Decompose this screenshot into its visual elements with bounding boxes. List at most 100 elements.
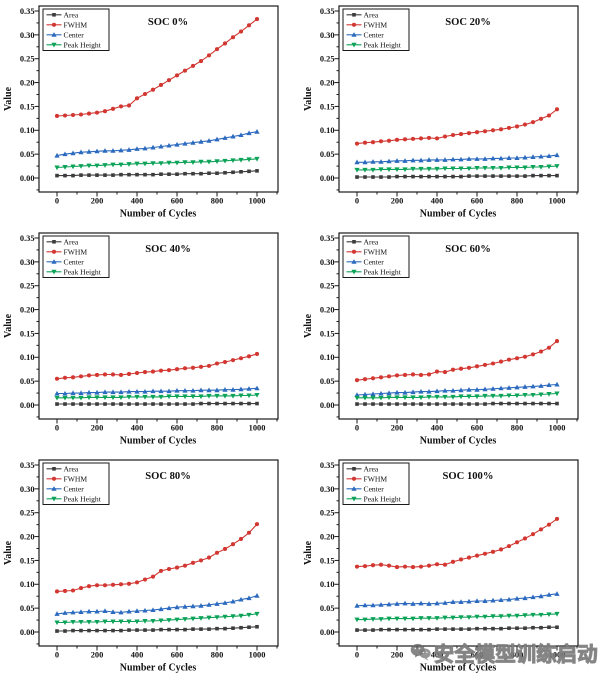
y-tick-label: 0.00 <box>20 628 35 637</box>
x-axis-label: Number of Cycles <box>420 209 497 220</box>
y-tick-label: 0.05 <box>20 377 35 386</box>
panel-title: SOC 100% <box>443 471 494 482</box>
y-tick-label: 0.10 <box>20 580 35 589</box>
y-tick-label: 0.10 <box>320 580 335 589</box>
series-peak-height-markers <box>54 156 260 171</box>
x-tick-label: 1000 <box>249 651 266 660</box>
legend-label-fwhm: FWHM <box>64 247 88 256</box>
plot-soc-80-: 0 200 400 600 800 1000 0.00 0.05 0.10 0.15 0.20 0.2… <box>3 459 279 674</box>
axes <box>34 459 279 651</box>
chart-panel-soc-60-: 0 200 400 600 800 1000 0.00 0.05 0.10 0.15 0.20 0.2… <box>300 227 600 454</box>
x-tick-label: 600 <box>171 651 184 660</box>
x-tick-label: 600 <box>171 197 184 206</box>
series-area-line <box>357 626 557 631</box>
x-tick-label: 0 <box>355 197 359 206</box>
x-tick-label: 600 <box>471 197 484 206</box>
x-tick-label: 200 <box>91 651 104 660</box>
legend-label-peak-height: Peak Height <box>64 40 102 49</box>
x-axis-label: Number of Cycles <box>120 436 197 447</box>
x-tick-label: 400 <box>431 424 444 433</box>
x-tick-label: 800 <box>511 424 524 433</box>
legend-label-peak-height: Peak Height <box>364 494 402 503</box>
legend-label-center: Center <box>364 484 385 493</box>
x-tick-label: 800 <box>211 424 224 433</box>
legend-label-peak-height: Peak Height <box>364 40 402 49</box>
x-tick-label: 0 <box>55 651 59 660</box>
y-tick-label: 0.05 <box>20 604 35 613</box>
legend-label-center: Center <box>364 257 385 266</box>
y-tick-label: 0.15 <box>20 329 35 338</box>
series-fwhm-markers <box>354 339 560 383</box>
x-tick-label: 1000 <box>549 424 566 433</box>
y-tick-label: 0.00 <box>20 401 35 410</box>
y-tick-label: 0.05 <box>320 604 335 613</box>
y-axis-label: Value <box>3 86 14 111</box>
y-tick-label: 0.05 <box>320 377 335 386</box>
panel-title: SOC 20% <box>445 17 491 28</box>
y-tick-label: 0.35 <box>20 7 35 16</box>
series-center-line <box>56 131 258 157</box>
y-tick-label: 0.30 <box>320 258 335 267</box>
x-tick-label: 200 <box>391 424 404 433</box>
y-tick-label: 0.10 <box>320 126 335 135</box>
series-center-markers <box>354 591 560 608</box>
y-tick-label: 0.20 <box>20 532 35 541</box>
y-tick-label: 0.00 <box>20 174 35 183</box>
series-peak-height-markers <box>354 611 560 623</box>
y-tick-label: 0.20 <box>320 532 335 541</box>
chart-panel-soc-40-: 0 200 400 600 800 1000 0.00 0.05 0.10 0.15 0.20 0.2… <box>0 227 300 454</box>
y-tick-label: 0.35 <box>320 7 335 16</box>
y-tick-label: 0.10 <box>20 126 35 135</box>
panel-title: SOC 80% <box>145 471 191 482</box>
axes <box>334 5 579 197</box>
plot-soc-60-: 0 200 400 600 800 1000 0.00 0.05 0.10 0.15 0.20 0.2… <box>303 232 579 447</box>
plot-soc-40-: 0 200 400 600 800 1000 0.00 0.05 0.10 0.15 0.20 0.2… <box>3 232 279 447</box>
chart-panel-soc-80-: 0 200 400 600 800 1000 0.00 0.05 0.10 0.15 0.20 0.2… <box>0 454 300 681</box>
y-tick-label: 0.25 <box>320 509 335 518</box>
x-tick-label: 1000 <box>549 197 566 206</box>
series-peak-height-markers <box>354 164 560 173</box>
series-area-markers <box>55 401 259 406</box>
series-fwhm-markers <box>54 351 260 381</box>
y-tick-label: 0.35 <box>20 234 35 243</box>
legend-label-fwhm: FWHM <box>364 247 388 256</box>
y-tick-label: 0.25 <box>320 282 335 291</box>
y-tick-label: 0.35 <box>320 234 335 243</box>
panel-title: SOC 40% <box>145 244 191 255</box>
series-fwhm-line <box>56 523 258 592</box>
y-tick-label: 0.25 <box>20 282 35 291</box>
series-peak-height-markers <box>54 392 260 401</box>
x-tick-label: 0 <box>355 424 359 433</box>
x-tick-label: 400 <box>131 424 144 433</box>
x-tick-label: 800 <box>511 651 524 660</box>
axis-labels: 0 200 400 600 800 1000 0.00 0.05 0.10 0.15 0.20 0.2… <box>303 234 565 447</box>
x-axis-label: Number of Cycles <box>120 209 197 220</box>
x-tick-label: 800 <box>511 197 524 206</box>
axes <box>334 232 579 424</box>
y-tick-label: 0.30 <box>20 258 35 267</box>
x-tick-label: 1000 <box>549 651 566 660</box>
x-tick-label: 800 <box>211 651 224 660</box>
y-tick-label: 0.25 <box>320 55 335 64</box>
chart-panel-soc-0-: 0 200 400 600 800 1000 0.00 0.05 0.10 0.15 0.20 0.2… <box>0 0 300 227</box>
series-center-markers <box>54 129 260 158</box>
x-axis-label: Number of Cycles <box>420 436 497 447</box>
y-axis-label: Value <box>303 313 314 338</box>
legend-label-center: Center <box>64 484 85 493</box>
x-axis-label: Number of Cycles <box>420 663 497 674</box>
y-axis-label: Value <box>303 540 314 565</box>
series-area-markers <box>355 173 559 179</box>
y-tick-label: 0.15 <box>20 556 35 565</box>
x-tick-label: 400 <box>431 651 444 660</box>
x-tick-label: 400 <box>131 197 144 206</box>
legend-label-center: Center <box>64 30 85 39</box>
series-area-line <box>57 170 258 177</box>
axis-labels: 0 200 400 600 800 1000 0.00 0.05 0.10 0.15 0.20 0.2… <box>3 7 265 220</box>
axes <box>34 5 279 197</box>
x-tick-label: 0 <box>355 651 359 660</box>
legend-label-center: Center <box>64 257 85 266</box>
x-tick-label: 600 <box>171 424 184 433</box>
